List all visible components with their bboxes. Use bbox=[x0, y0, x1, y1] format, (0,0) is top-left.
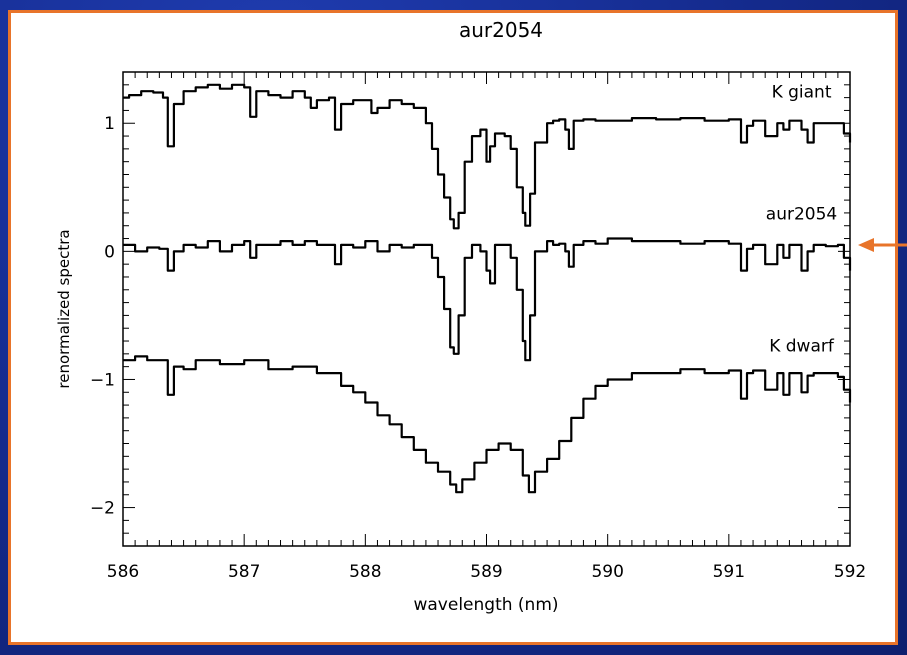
y-tick-label: 0 bbox=[104, 242, 115, 262]
series-line-k-giant bbox=[123, 83, 852, 230]
y-axis-label: renormalized spectra bbox=[55, 229, 73, 388]
series-annotation: aur2054 bbox=[766, 204, 837, 224]
x-tick-label: 588 bbox=[349, 562, 381, 582]
x-tick-label: 587 bbox=[228, 562, 260, 582]
x-tick-label: 591 bbox=[713, 562, 745, 582]
x-axis-label: wavelength (nm) bbox=[413, 595, 558, 615]
series-annotations: K giant aur2054 K dwarf bbox=[766, 83, 837, 357]
x-tick-labels: 586 587 588 589 590 591 592 bbox=[107, 562, 866, 582]
y-tick-label: 1 bbox=[104, 114, 115, 134]
y-tick-label: −1 bbox=[90, 370, 115, 390]
series-annotation: K giant bbox=[772, 83, 832, 103]
x-tick-label: 589 bbox=[470, 562, 502, 582]
series-annotation: K dwarf bbox=[769, 336, 835, 356]
x-tick-label: 586 bbox=[107, 562, 139, 582]
series-group bbox=[123, 83, 852, 494]
y-tick-label: −2 bbox=[90, 499, 115, 519]
y-tick-labels: 1 0 −1 −2 bbox=[90, 114, 115, 518]
x-tick-label: 592 bbox=[834, 562, 866, 582]
chart-title: aur2054 bbox=[459, 18, 543, 42]
series-line-aur2054 bbox=[123, 237, 852, 362]
series-line-k-dwarf bbox=[123, 355, 852, 494]
spectrum-chart: aur2054 586 587 588 589 590 591 592 1 0 −1 −2 K g… bbox=[55, 18, 866, 615]
chart-frame: aur2054 586 587 588 589 590 591 592 1 0 −1 −2 K g… bbox=[8, 10, 898, 645]
x-tick-label: 590 bbox=[591, 562, 623, 582]
